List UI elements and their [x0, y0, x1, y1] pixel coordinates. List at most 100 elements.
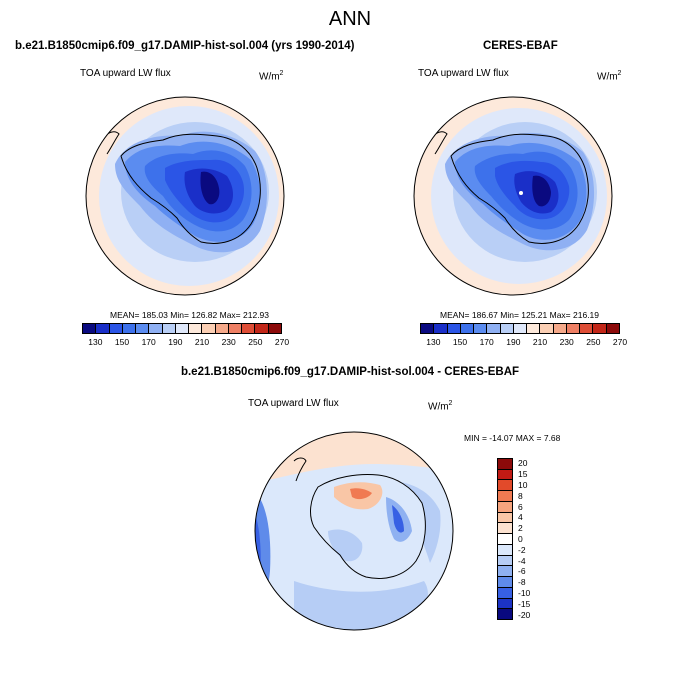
panel1-antarctica-coastline: [120, 133, 261, 244]
panel1-colorbar: [82, 323, 282, 334]
panel3-colorbar-swatch: [498, 609, 512, 620]
panel3-stats: MIN = -14.07 MAX = 7.68: [464, 433, 561, 443]
panel3-colorbar-tick-label: -6: [518, 566, 526, 577]
panel1-units-label: W/m2: [259, 70, 284, 83]
panel2-colorbar-swatch: [500, 324, 514, 333]
panel3-colorbar-tick-label: -15: [518, 598, 531, 609]
panel2-colorbar-swatch: [606, 324, 619, 333]
panel2-polar-map: [413, 96, 613, 296]
panel2-units-label: W/m2: [597, 70, 622, 83]
panel3-colorbar: [497, 458, 513, 620]
panel3-colorbar-swatch: [498, 491, 512, 502]
panel1-polar-map: [85, 96, 285, 296]
panel2-map-border: [413, 96, 613, 296]
panel2-antarctica-coastline: [450, 133, 589, 244]
panel1-colorbar-tick-label: 150: [114, 337, 130, 347]
panel1-colorbar-swatch: [122, 324, 137, 333]
panel3-colorbar-tick-label: -8: [518, 577, 526, 588]
panel3-colorbar-swatch: [498, 598, 512, 610]
panel1-colorbar-swatch: [83, 324, 97, 333]
panel2-colorbar-swatch: [434, 324, 448, 333]
panel1-colorbar-swatch: [109, 324, 123, 333]
panel2-colorbar-tick-label: 190: [506, 337, 521, 347]
panel2-colorbar-swatch: [553, 324, 567, 333]
panel1-colorbar-tick-label: 270: [274, 337, 290, 347]
panel1-colorbar-ticks: 130 150 170 190 210 230 250 270: [82, 337, 289, 349]
panel3-colorbar-swatch: [498, 534, 512, 545]
panel3-colorbar-tick-label: -20: [518, 609, 531, 620]
panel1-colorbar-swatch: [215, 324, 229, 333]
panel2-colorbar-tick-label: 130: [426, 337, 441, 347]
panel3-colorbar-tick-label: 20: [518, 458, 528, 469]
panel1-colorbar-tick-label: 130: [88, 337, 103, 347]
figure-title: ANN: [328, 8, 372, 30]
panel2-colorbar-swatch: [566, 324, 581, 333]
panel3-colorbar-swatch: [498, 544, 512, 556]
panel1-colorbar-tick-label: 250: [248, 337, 263, 347]
panel1-colorbar-tick-label: 170: [141, 337, 156, 347]
panel2-pole-marker: [519, 191, 523, 195]
panel3-colorbar-swatch: [498, 480, 512, 492]
panel3-south-america-tip: [293, 457, 307, 482]
panel3-colorbar-swatch: [498, 501, 512, 513]
panel2-colorbar-tick-label: 150: [452, 337, 468, 347]
panel3-negative-core: [392, 505, 404, 533]
panel1-map-border: [85, 96, 285, 296]
panel1-stats: MEAN= 185.03 Min= 126.82 Max= 212.93: [110, 310, 270, 320]
panel1-colorbar-swatch: [242, 324, 256, 333]
panel2-colorbar-swatch: [447, 324, 461, 333]
panel3-colorbar-tick-label: 15: [518, 469, 528, 480]
panel3-map-border: [254, 431, 454, 631]
panel3-units-label: W/m2: [428, 400, 453, 413]
panel1-colorbar-swatch: [268, 324, 281, 333]
panel3-colorbar-tick-label: 10: [518, 480, 528, 490]
panel2-band-130: [532, 175, 551, 207]
panel3-variable-label: TOA upward LW flux: [248, 398, 339, 409]
panel3-colorbar-ticks: 20 15 10 8 6 4 2 0 -2 -4 -6 -8 -10 -15 -20: [518, 458, 548, 620]
panel2-colorbar-tick-label: 230: [559, 337, 574, 347]
panel2-colorbar-swatch: [540, 324, 554, 333]
panel3-colorbar-swatch: [498, 512, 512, 524]
panel3-colorbar-tick-label: -2: [518, 544, 526, 555]
panel2-stats: MEAN= 186.67 Min= 125.21 Max= 216.19: [440, 310, 600, 320]
panel3-colorbar-tick-label: 8: [518, 490, 523, 501]
panel2-colorbar-swatch: [474, 324, 488, 333]
panel2-colorbar: [420, 323, 620, 334]
panel3-antarctica-coastline: [310, 474, 426, 579]
panel3-title: b.e21.B1850cmip6.f09_g17.DAMIP-hist-sol.…: [180, 366, 520, 378]
panel3-colorbar-swatch: [498, 469, 512, 481]
panel1-colorbar-swatch: [228, 324, 243, 333]
panel1-colorbar-swatch: [202, 324, 216, 333]
panel1-band-130: [200, 171, 220, 205]
panel2-colorbar-swatch: [421, 324, 435, 333]
panel2-variable-label: TOA upward LW flux: [418, 68, 509, 79]
panel1-colorbar-swatch: [149, 324, 163, 333]
panel3-polar-map: [254, 431, 454, 631]
panel1-title: b.e21.B1850cmip6.f09_g17.DAMIP-hist-sol.…: [15, 40, 355, 52]
panel2-colorbar-tick-label: 270: [612, 337, 628, 347]
panel3-colorbar-tick-label: -4: [518, 555, 526, 566]
panel3-colorbar-tick-label: 4: [518, 512, 523, 523]
panel2-colorbar-swatch: [487, 324, 501, 333]
panel3-colorbar-swatch: [498, 555, 512, 567]
panel1-colorbar-swatch: [175, 324, 190, 333]
panel1-colorbar-swatch: [162, 324, 176, 333]
panel1-colorbar-swatch: [255, 324, 269, 333]
panel2-colorbar-swatch: [580, 324, 594, 333]
panel2-title: CERES-EBAF: [483, 40, 558, 52]
panel2-colorbar-tick-label: 170: [479, 337, 494, 347]
panel3-colorbar-tick-label: 2: [518, 523, 523, 534]
panel1-colorbar-tick-label: 210: [194, 337, 210, 347]
panel3-colorbar-swatch: [498, 587, 512, 599]
panel3-colorbar-swatch: [498, 577, 512, 588]
panel1-colorbar-swatch: [96, 324, 110, 333]
panel2-colorbar-swatch: [513, 324, 528, 333]
panel2-colorbar-swatch: [527, 324, 541, 333]
panel1-colorbar-swatch: [189, 324, 203, 333]
panel1-colorbar-tick-label: 190: [168, 337, 183, 347]
panel1-colorbar-tick-label: 230: [221, 337, 236, 347]
panel2-colorbar-swatch: [460, 324, 475, 333]
panel2-colorbar-tick-label: 210: [532, 337, 548, 347]
panel3-colorbar-tick-label: 6: [518, 501, 523, 512]
panel3-colorbar-swatch: [498, 523, 512, 535]
